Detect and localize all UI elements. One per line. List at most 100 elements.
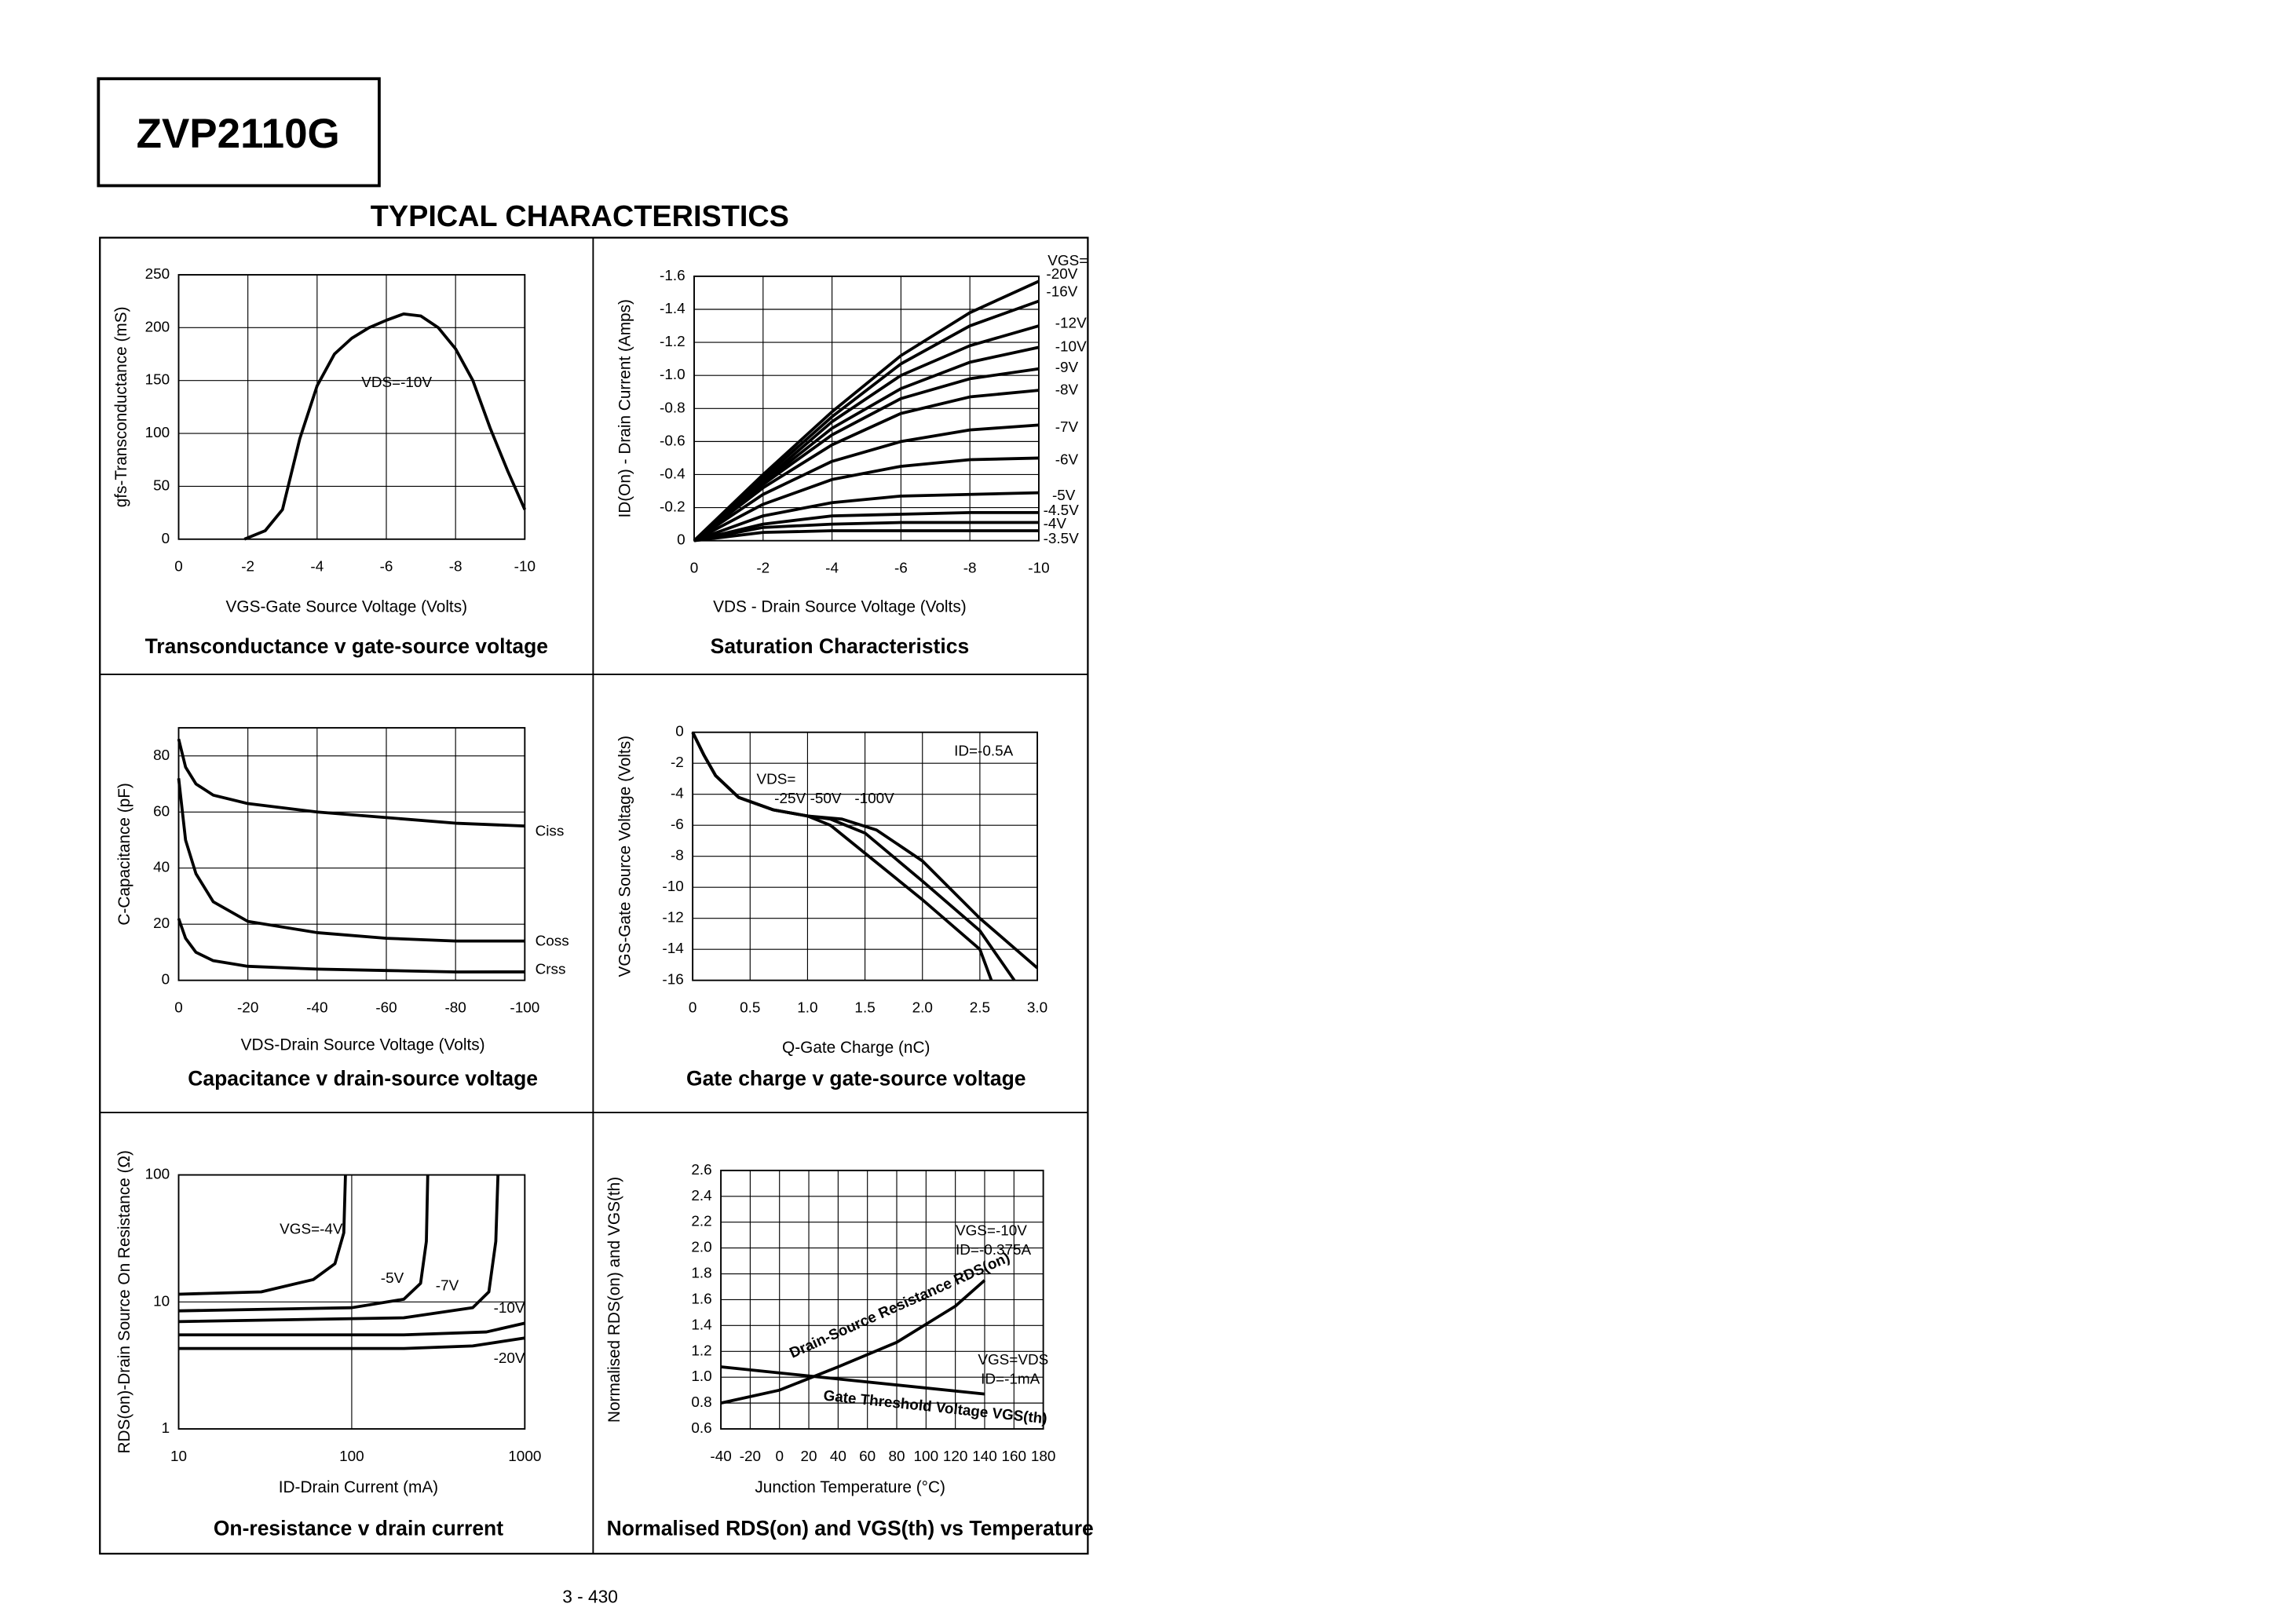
x-tick-label: 1.0 [797,1000,817,1017]
x-tick-label: -10 [1028,561,1049,577]
chart-title: Capacitance v drain-source voltage [188,1066,538,1090]
series-label: -12V [1055,315,1087,331]
series-line [720,1279,986,1405]
x-axis-label: ID-Drain Current (mA) [279,1478,438,1496]
series-line [177,918,525,974]
y-tick-label: 50 [153,477,170,494]
x-tick-label: -40 [306,1000,327,1017]
y-tick-label: 2.6 [691,1162,711,1178]
x-tick-label: 0.5 [740,1000,760,1017]
series-label: -7V [1055,419,1079,436]
y-tick-label: -1.4 [660,301,686,317]
series-label: -10V [1055,339,1087,356]
x-tick-label: 1000 [508,1448,541,1465]
y-tick-label: -4 [671,786,684,802]
x-tick-label: -80 [445,1000,466,1017]
series-line [177,738,525,828]
page-number: 3 - 430 [562,1587,618,1607]
y-tick-label: -0.4 [660,466,686,482]
x-tick-label: -20 [237,1000,258,1017]
section-title: TYPICAL CHARACTERISTICS [371,200,789,233]
x-axis-label: VDS-Drain Source Voltage (Volts) [241,1036,485,1054]
x-tick-label: -4 [310,559,324,575]
x-tick-label: 100 [914,1448,939,1465]
y-axis-label: C-Capacitance (pF) [115,783,133,925]
y-tick-label: 1.0 [691,1368,711,1385]
x-tick-label: 0 [174,1000,183,1017]
series-label: -100V [854,791,894,807]
series-label: -3.5V [1044,531,1080,547]
x-tick-label: 160 [1002,1448,1027,1465]
y-tick-label: -2 [671,754,684,771]
y-tick-label: 1 [162,1420,170,1437]
series-line [693,299,1040,542]
annotation: VDS=-10V [361,374,432,391]
y-tick-label: 40 [153,860,170,876]
series-label: -16V [1046,284,1077,301]
x-axis-label: VDS - Drain Source Voltage (Volts) [713,597,967,616]
series-line [693,529,1039,542]
series-label: -10V [494,1300,525,1317]
x-tick-label: -100 [510,1000,539,1017]
y-axis-label: ID(On) - Drain Current (Amps) [616,299,634,517]
x-tick-label: -10 [514,559,536,575]
y-axis-label: VGS-Gate Source Voltage (Volts) [616,736,634,977]
chart-title: Normalised RDS(on) and VGS(th) vs Temper… [607,1517,1094,1540]
x-tick-label: 20 [801,1448,817,1465]
series-label: VGS=-4V [280,1222,343,1238]
y-tick-label: 0.6 [691,1420,711,1437]
series-line [693,491,1039,542]
y-tick-label: 250 [145,266,170,283]
x-axis-label: VGS-Gate Source Voltage (Volts) [226,597,467,616]
x-tick-label: 40 [830,1448,846,1465]
y-tick-label: -0.6 [660,433,686,449]
series-line [243,312,527,541]
y-tick-label: -14 [662,941,683,957]
x-tick-label: 80 [888,1448,905,1465]
chart-title: Saturation Characteristics [711,634,970,658]
series-label: -5V [381,1270,404,1287]
y-tick-label: 1.2 [691,1343,711,1359]
series-label: -4.5V [1044,502,1080,519]
y-tick-label: -8 [671,848,684,864]
y-tick-label: 2.0 [691,1240,711,1256]
annotation: ID=-0.375A [956,1242,1032,1259]
y-tick-label: -12 [662,910,683,926]
y-axis-label: RDS(on)-Drain Source On Resistance (Ω) [115,1150,133,1454]
series-label: Coss [536,933,569,949]
y-tick-label: -0.2 [660,499,686,516]
chart-title: On-resistance v drain current [214,1517,503,1540]
x-axis-label: Junction Temperature (°C) [755,1478,945,1496]
x-tick-label: -8 [449,559,462,575]
x-tick-label: 0 [775,1448,784,1465]
x-tick-label: 0 [174,559,183,575]
x-tick-label: 140 [972,1448,997,1465]
annotation: ID=-1mA [981,1372,1040,1388]
annotation: ID=-0.5A [954,743,1014,759]
y-tick-label: -1.6 [660,268,686,284]
x-tick-label: -2 [756,561,770,577]
x-tick-label: 120 [943,1448,968,1465]
x-tick-label: 2.5 [970,1000,990,1017]
x-tick-label: 0 [689,1000,697,1017]
y-tick-label: 60 [153,803,170,820]
series-label: -20V [1046,266,1077,283]
y-tick-label: 2.2 [691,1214,711,1230]
plot-area [177,274,526,540]
y-tick-label: 0 [162,972,170,988]
x-tick-label: -20 [740,1448,761,1465]
chart-title: Transconductance v gate-source voltage [145,634,548,658]
x-tick-label: -6 [380,559,393,575]
series-label: -50V [810,791,842,807]
x-tick-label: 0 [690,561,699,577]
x-tick-label: -4 [825,561,839,577]
part-number: ZVP2110G [137,111,340,157]
y-tick-label: 1.6 [691,1291,711,1307]
annotation: VDS= [756,771,795,787]
series-line [693,367,1040,542]
x-tick-label: -60 [375,1000,397,1017]
part-box [97,77,381,188]
y-tick-label: 100 [145,425,170,441]
series-line [178,1174,500,1324]
